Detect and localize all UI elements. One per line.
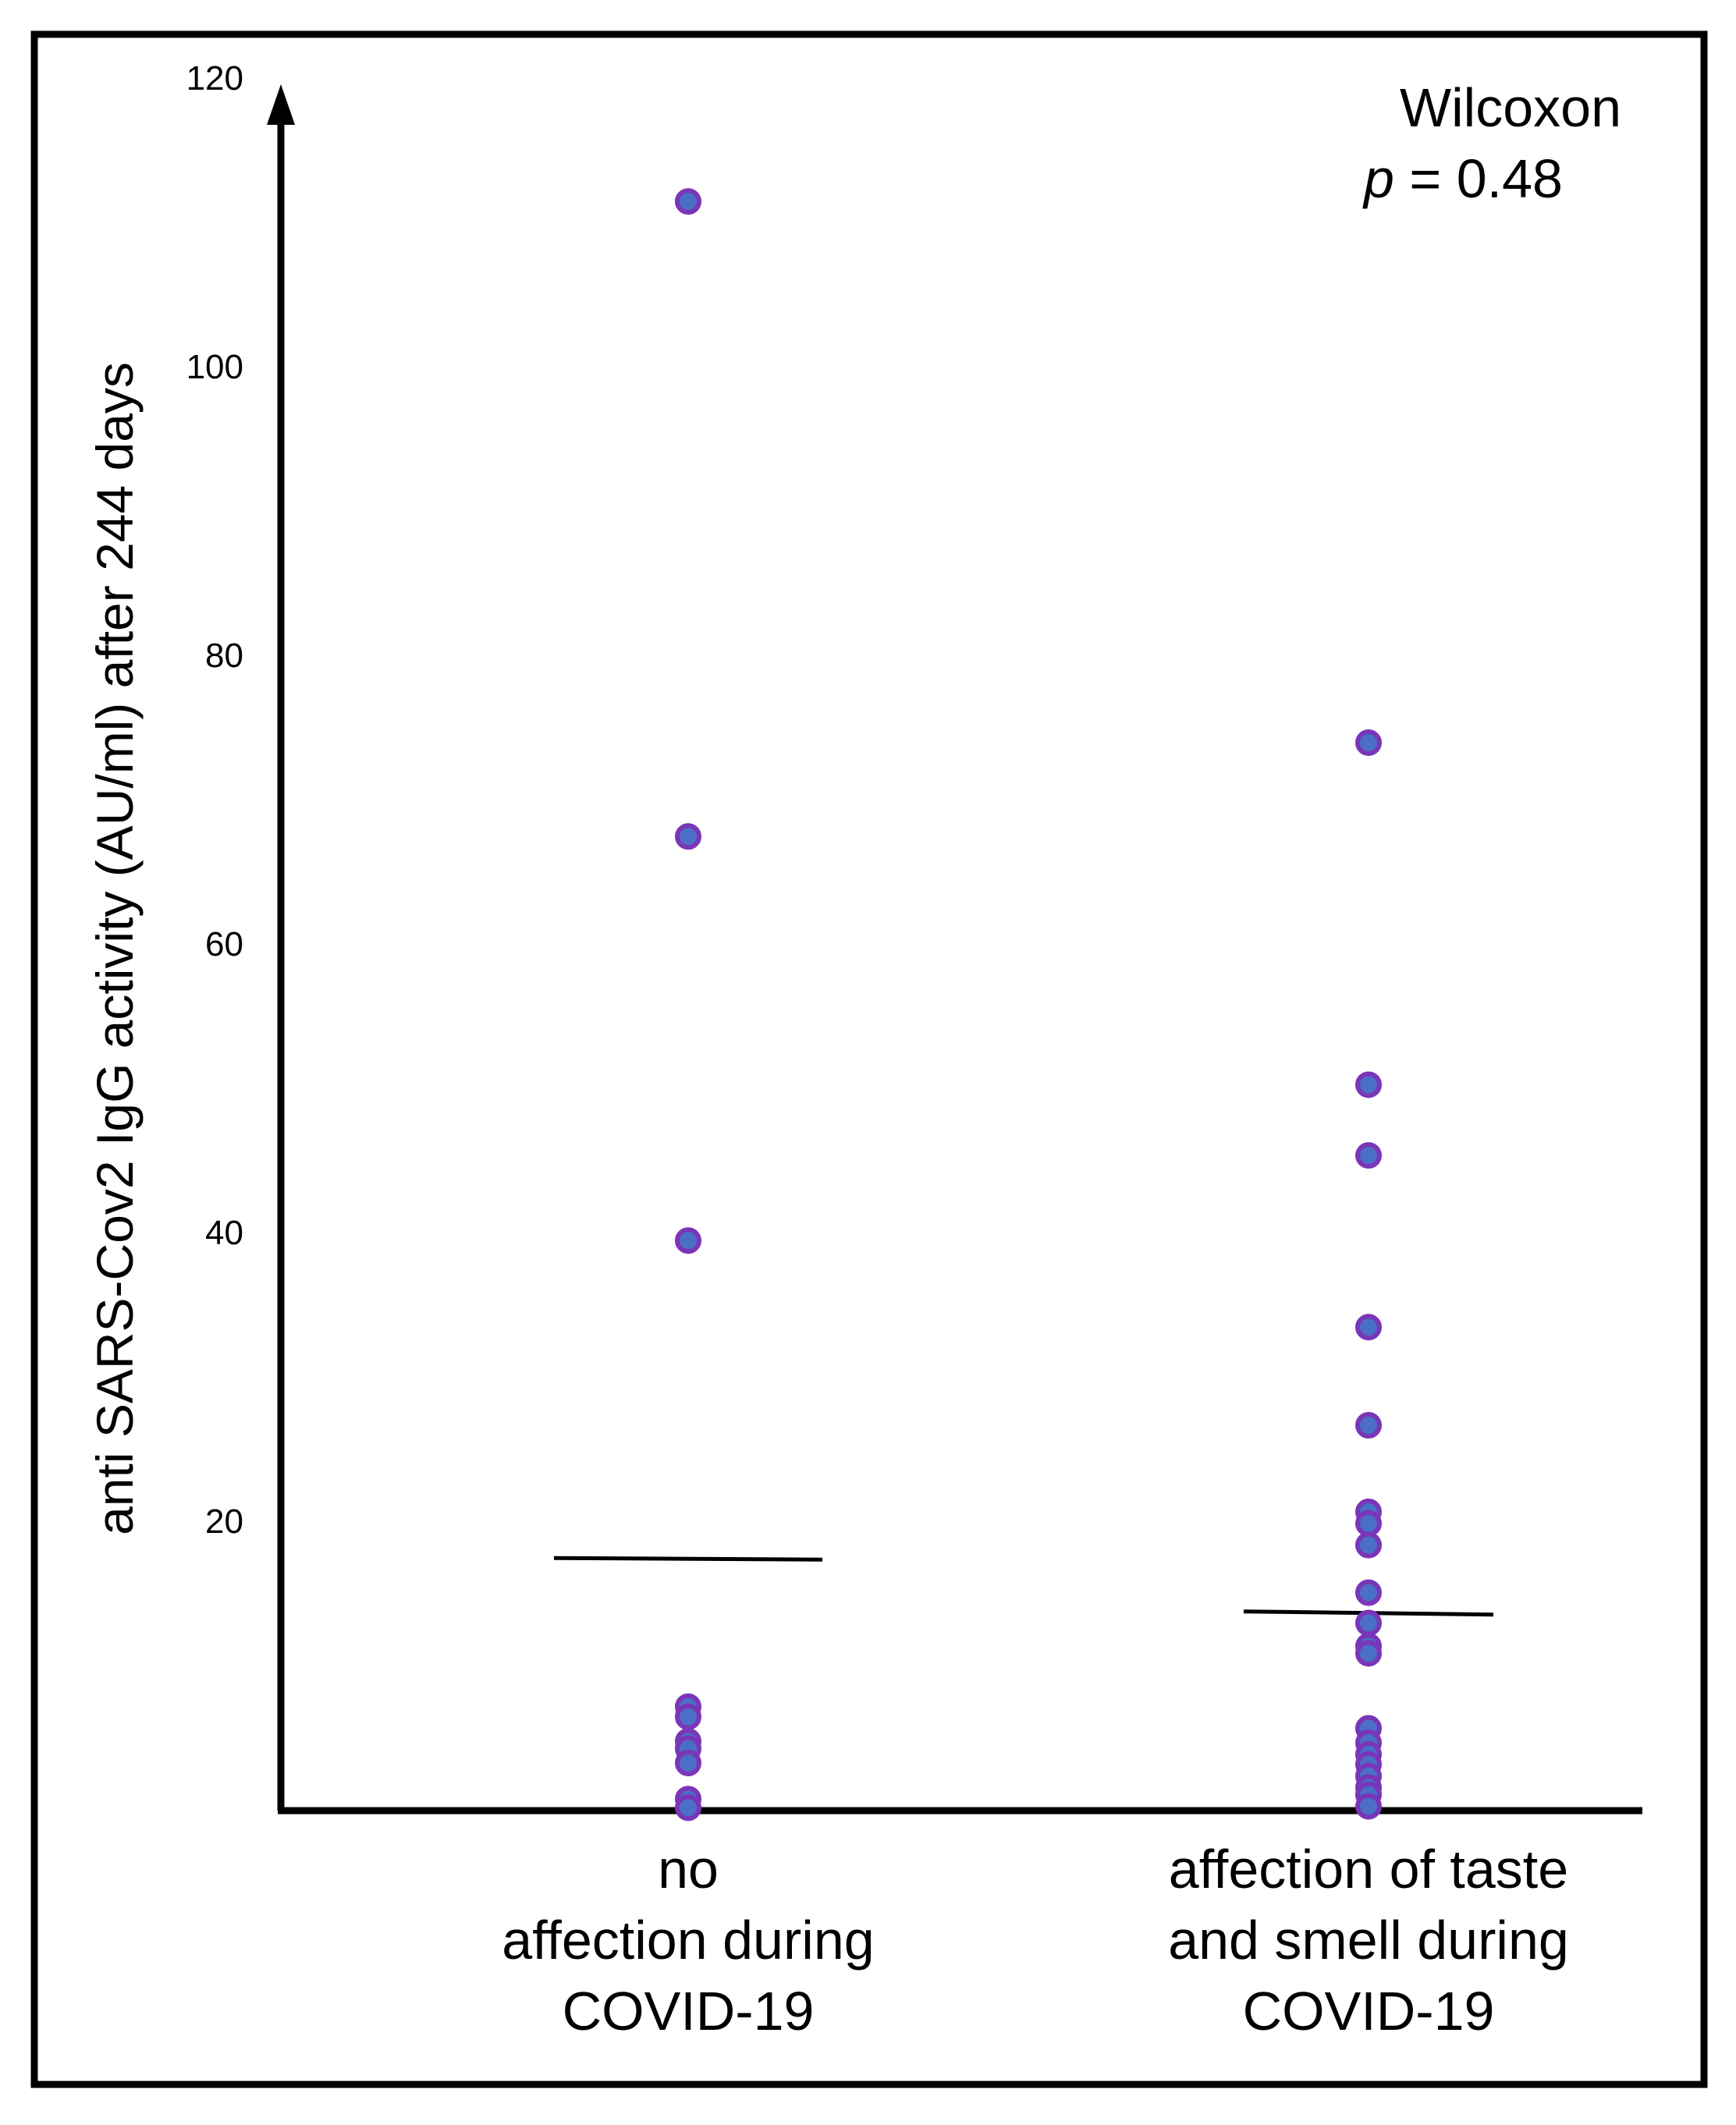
y-tick-label: 80 xyxy=(205,637,243,675)
y-axis-label: anti SARS-Cov2 IgG activity (AU/ml) afte… xyxy=(86,362,144,1535)
y-tick-label: 40 xyxy=(205,1214,243,1252)
x-category-label-line: COVID-19 xyxy=(1243,1981,1495,2042)
y-tick-label: 100 xyxy=(186,348,243,386)
data-point xyxy=(1355,1531,1382,1559)
data-point xyxy=(675,1794,701,1822)
y-tick-label: 120 xyxy=(186,59,243,98)
p-symbol: p xyxy=(1362,148,1394,209)
data-point xyxy=(1355,1609,1382,1637)
data-point xyxy=(1355,729,1382,756)
data-point xyxy=(1355,1793,1382,1820)
x-category-label-line: COVID-19 xyxy=(563,1981,815,2042)
y-tick-label: 60 xyxy=(205,925,243,963)
p-value-text: = 0.48 xyxy=(1394,148,1563,209)
data-point xyxy=(1355,1142,1382,1169)
data-point xyxy=(1355,1640,1382,1667)
x-category-label-line: affection during xyxy=(502,1910,874,1971)
median-line xyxy=(553,1556,823,1562)
y-tick-label: 20 xyxy=(205,1502,243,1541)
p-value-annotation: p = 0.48 xyxy=(1362,148,1563,209)
data-point xyxy=(1355,1509,1382,1537)
data-point xyxy=(675,1227,701,1254)
data-point xyxy=(1355,1579,1382,1606)
x-category-labels: no affection during COVID-19 affection of t… xyxy=(502,1839,1569,2042)
y-axis-arrowhead xyxy=(267,84,295,125)
data-point xyxy=(1355,1314,1382,1341)
x-category-label-line: and smell during xyxy=(1168,1910,1569,1971)
data-point xyxy=(1355,1412,1382,1439)
data-point xyxy=(1355,1071,1382,1098)
figure-frame xyxy=(30,30,1708,2088)
data-point xyxy=(675,188,701,215)
y-tick-labels: 120 100 80 60 40 20 xyxy=(186,59,243,1541)
x-category-label-line: affection of taste xyxy=(1169,1839,1568,1900)
data-points xyxy=(675,188,1382,1822)
data-point xyxy=(675,823,701,850)
x-category-label-line: no xyxy=(658,1839,719,1900)
test-name-annotation: Wilcoxon xyxy=(1400,77,1621,138)
data-point xyxy=(675,1703,701,1730)
data-point xyxy=(675,1749,701,1776)
